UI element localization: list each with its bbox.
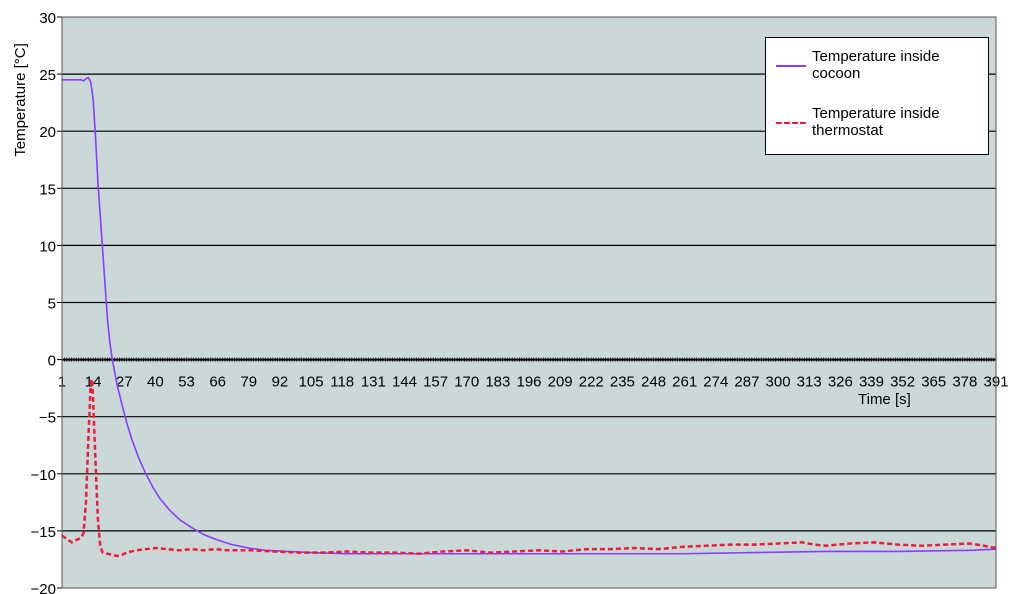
x-tick-label: 66 [209,374,226,391]
gridlines [57,16,997,589]
x-tick-label: 248 [641,374,666,391]
y-tick-label: 5 [48,296,56,313]
x-tick-label: 40 [147,374,164,391]
x-tick-label: 378 [952,374,977,391]
x-tick-label: 27 [116,374,133,391]
y-axis-label: Temperature [°C] [12,43,29,157]
x-tick-label: 53 [178,374,195,391]
legend-item-cocoon: Temperature inside cocoon [776,48,986,88]
x-axis-tick-labels: 1 14 27 40 53 66 79 92 105 118 131 144 157 170 183 196 2… [58,374,1009,391]
x-tick-label: 118 [330,374,354,391]
x-tick-label: 313 [797,374,822,391]
x-tick-label: 235 [610,374,635,391]
series-lines [61,76,997,558]
y-axis-tick-labels: −20 −15 −10 −5 0 5 10 15 20 25 30 [31,10,56,594]
x-axis-label: Time [s] [858,391,911,408]
y-tick-label: 30 [39,10,56,27]
y-tick-label: −10 [31,467,56,484]
legend-swatch-cocoon [776,65,806,67]
legend-swatch-thermostat [776,122,806,124]
x-tick-label: 157 [423,374,448,391]
x-tick-label: 352 [890,374,915,391]
x-tick-label: 79 [240,374,257,391]
x-tick-label: 170 [454,374,479,391]
x-tick-label: 105 [299,374,324,391]
x-tick-label: 222 [579,374,604,391]
legend-label-thermostat: Temperature inside thermostat [812,105,940,139]
x-tick-label: 92 [272,374,289,391]
y-tick-label: 15 [39,181,56,198]
x-tick-label: 183 [485,374,510,391]
y-tick-label: −5 [39,410,56,427]
y-tick-label: −15 [31,524,56,541]
x-tick-label: 261 [672,374,697,391]
legend: Temperature inside cocoon Temperature in… [765,37,989,155]
x-tick-label: 209 [548,374,573,391]
x-tick-label: 326 [828,374,853,391]
x-tick-label: 287 [734,374,759,391]
y-tick-label: −20 [31,581,56,594]
series-line-thermostat [61,377,997,558]
y-tick-label: 10 [39,238,56,255]
x-tick-label: 339 [859,374,884,391]
y-tick-label: 0 [48,353,56,370]
x-tick-label: 144 [392,374,417,391]
x-tick-label: 131 [361,374,386,391]
y-tick-label: 20 [39,124,56,141]
plot-border [61,16,997,589]
x-tick-label: 274 [703,374,728,391]
x-tick-label: 365 [921,374,946,391]
series-line-cocoon [62,76,997,555]
x-tick-label: 196 [516,374,541,391]
legend-label-cocoon: Temperature inside cocoon [812,48,940,82]
x-tick-label: 300 [766,374,791,391]
legend-item-thermostat: Temperature inside thermostat [776,105,986,145]
y-tick-label: 25 [39,67,56,84]
